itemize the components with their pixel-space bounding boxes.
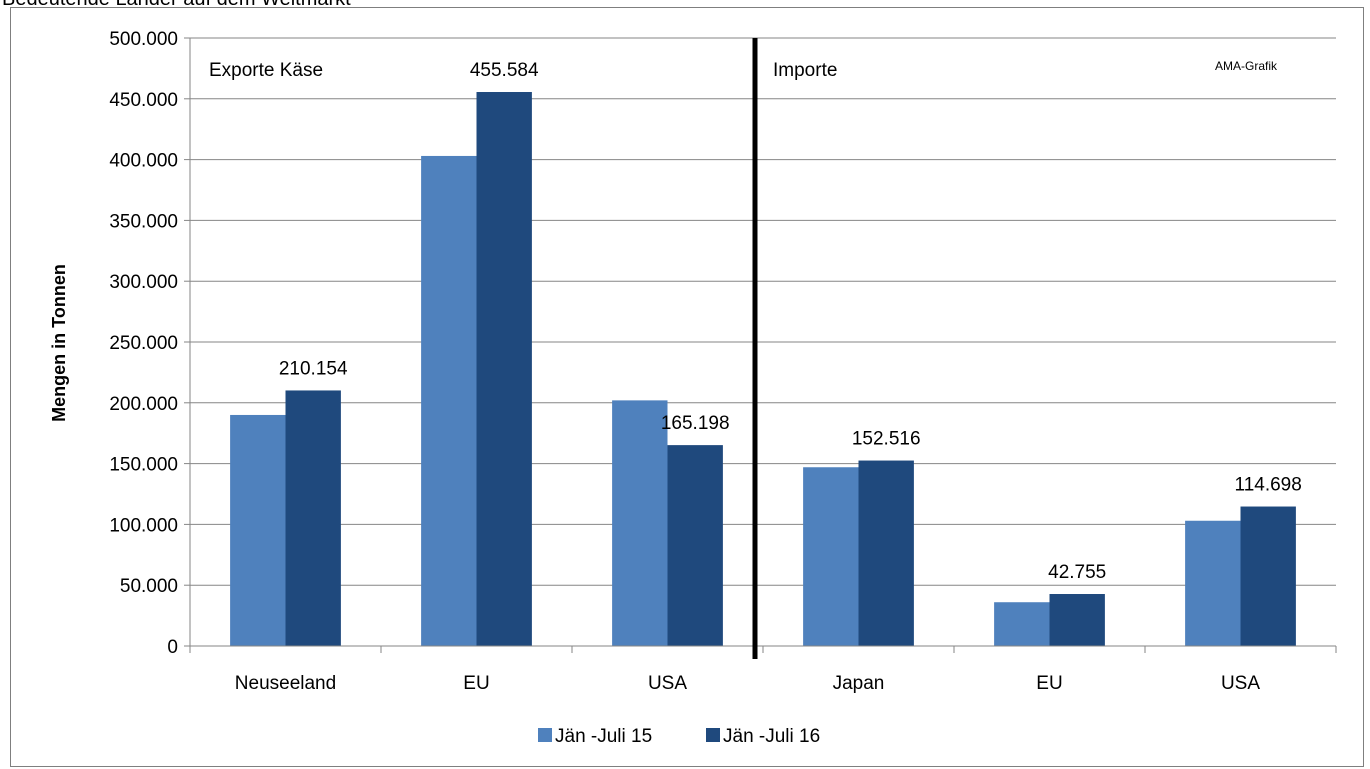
x-tick-label: USA xyxy=(648,673,687,694)
legend-swatch-jan-juli-16 xyxy=(706,728,720,742)
x-tick-label: EU xyxy=(463,673,489,694)
bar-jan-juli-16 xyxy=(858,460,914,646)
legend-swatch-jan-juli-15 xyxy=(538,728,552,742)
y-tick-label: 100.000 xyxy=(109,515,178,536)
section-label-imports: Importe xyxy=(773,60,837,81)
legend: Jän -Juli 15 Jän -Juli 16 xyxy=(538,726,820,747)
y-tick-label: 50.000 xyxy=(120,576,178,597)
bar-jan-juli-16 xyxy=(476,92,532,646)
y-tick-label: 500.000 xyxy=(109,29,178,50)
axis-ticks xyxy=(184,37,1337,653)
source-label: AMA-Grafik xyxy=(1215,59,1278,73)
y-axis-title: Mengen in Tonnen xyxy=(49,264,69,422)
x-tick-label: Neuseeland xyxy=(235,673,336,694)
bar-jan-juli-15 xyxy=(994,602,1050,646)
gridlines xyxy=(190,37,1336,586)
legend-label-jan-juli-15: Jän -Juli 15 xyxy=(555,726,652,747)
y-tick-label: 0 xyxy=(167,637,178,658)
chart-caption: Bedeutende Länder auf dem Weltmarkt xyxy=(2,0,351,11)
y-tick-label: 400.000 xyxy=(109,151,178,172)
bar-jan-juli-15 xyxy=(230,414,286,646)
bars xyxy=(230,92,1296,646)
y-tick-label: 250.000 xyxy=(109,333,178,354)
legend-label-jan-juli-16: Jän -Juli 16 xyxy=(723,726,820,747)
y-tick-label: 450.000 xyxy=(109,90,178,111)
bar-jan-juli-15 xyxy=(612,400,668,646)
bar-jan-juli-15 xyxy=(803,467,859,646)
section-label-exports: Exporte Käse xyxy=(209,60,323,81)
bar-jan-juli-16 xyxy=(1240,506,1296,646)
data-label: 210.154 xyxy=(279,358,348,379)
bar-jan-juli-16 xyxy=(285,390,341,646)
bar-jan-juli-16 xyxy=(667,445,723,646)
bar-jan-juli-16 xyxy=(1049,594,1105,646)
data-label: 114.698 xyxy=(1235,475,1302,496)
data-label: 455.584 xyxy=(470,60,539,81)
data-label: 42.755 xyxy=(1048,562,1106,583)
y-tick-label: 150.000 xyxy=(109,455,178,476)
y-tick-label: 300.000 xyxy=(109,272,178,293)
y-tick-label: 350.000 xyxy=(109,211,178,232)
y-tick-label: 200.000 xyxy=(109,394,178,415)
data-label: 152.516 xyxy=(852,429,921,450)
x-tick-label: EU xyxy=(1036,673,1062,694)
labels: 0 50.000 100.000 150.000 200.000 250.000 300.0… xyxy=(109,29,1302,694)
bar-jan-juli-15 xyxy=(1185,520,1241,646)
data-label: 165.198 xyxy=(661,413,730,434)
bar-jan-juli-15 xyxy=(421,155,477,646)
x-tick-label: Japan xyxy=(833,673,885,694)
x-tick-label: USA xyxy=(1221,673,1260,694)
